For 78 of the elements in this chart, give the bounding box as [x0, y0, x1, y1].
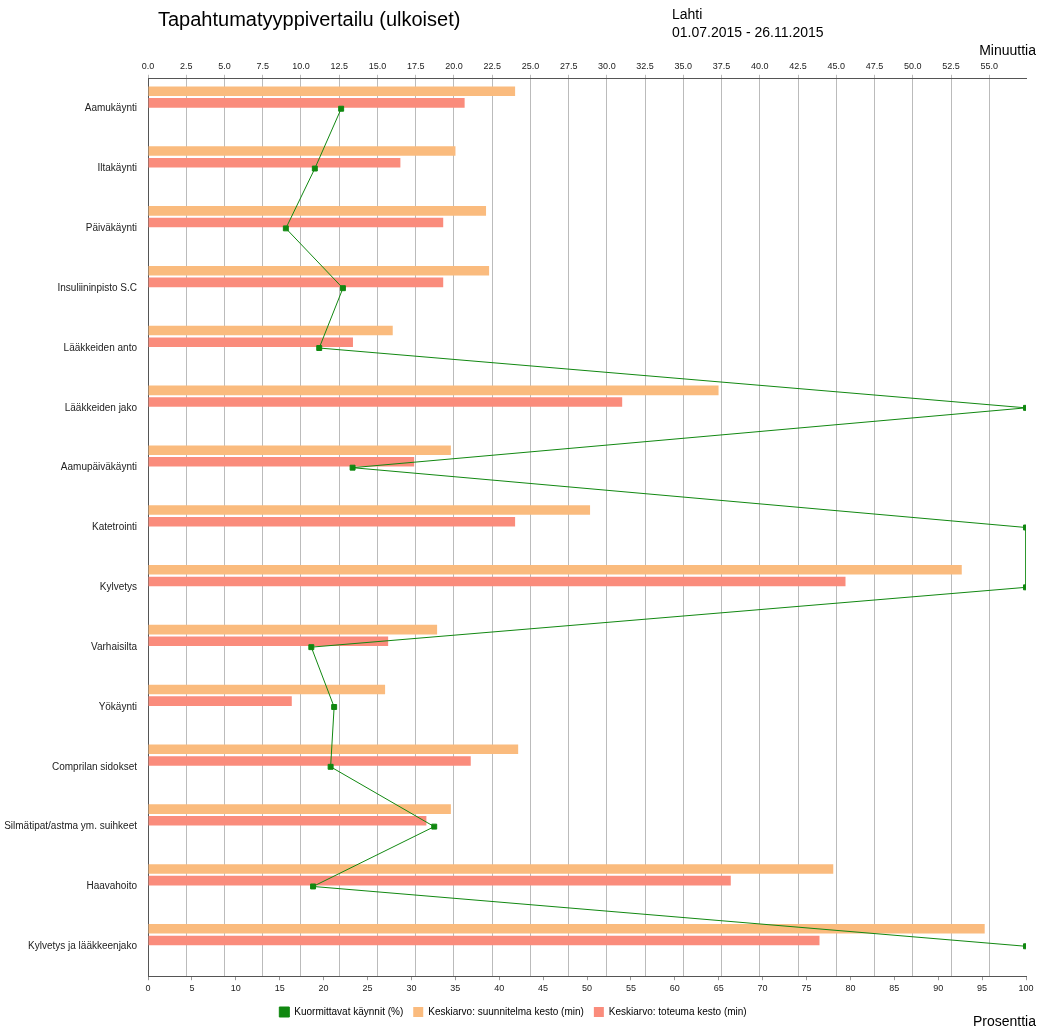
x-tick-label: 100	[1018, 983, 1034, 994]
y-tick-label: Lääkkeiden anto	[63, 341, 138, 353]
x-tick-label: 15	[274, 983, 285, 994]
x2-tick-label: 40.0	[751, 60, 769, 71]
x-tick-label: 35	[450, 983, 461, 994]
x2-tick-label: 10.0	[292, 60, 310, 71]
x2-tick-label: 50.0	[904, 60, 922, 71]
x2-tick-label: 17.5	[406, 60, 425, 71]
x2-tick-label: 15.0	[368, 60, 387, 71]
x2-tick-label: 52.5	[942, 60, 960, 71]
point	[311, 165, 318, 172]
x2-tick-label: 5.0	[218, 60, 231, 71]
point	[282, 225, 289, 232]
y-tick-label: Aamukäynti	[84, 102, 137, 114]
x-tick-label: 50	[581, 983, 593, 994]
x2-tick-label: 2.5	[179, 60, 193, 71]
x-tick-label: 55	[625, 983, 636, 994]
x2-tick-label: 35.0	[674, 60, 693, 71]
point	[431, 823, 438, 830]
x-axis-title: Prosenttia	[972, 1013, 1036, 1029]
y-tick-label: Kylvetys	[99, 581, 137, 593]
point	[331, 704, 338, 710]
point	[349, 464, 356, 471]
y-tick-label: Katetrointi	[91, 521, 137, 533]
y-tick-label: Comprilan sidokset	[51, 760, 138, 772]
y-tick-label: Silmätipat/astma ym. suihkeet	[4, 820, 138, 832]
point	[339, 285, 346, 292]
x2-axis-title: Minuuttia	[979, 42, 1036, 58]
y-tick-label: Insuliininpisto S.C	[57, 281, 137, 293]
x2-tick-label: 42.5	[789, 60, 807, 71]
text: 01.07.2015 - 26.11.2015	[672, 24, 824, 40]
x2-tick-label: 20.0	[445, 60, 463, 71]
point	[338, 105, 345, 112]
x-tick-label: 40	[494, 983, 505, 994]
y-tick-label: Lääkkeiden jako	[64, 401, 138, 413]
x2-tick-label: 30.0	[598, 60, 616, 71]
legend-label: Keskiarvo: toteuma kesto (min)	[608, 1005, 747, 1017]
x2-tick-label: 47.5	[865, 60, 884, 71]
x-tick-label: 45	[538, 983, 549, 994]
x-tick-label: 95	[977, 983, 988, 994]
x2-tick-label: 37.5	[712, 60, 731, 71]
x-tick-label: 80	[845, 983, 856, 994]
point	[308, 644, 315, 651]
legend-label: Kuormittavat käynnit (%)	[294, 1005, 404, 1017]
x-tick-label: 65	[713, 983, 724, 994]
x-tick-label: 5	[189, 983, 195, 994]
y-tick-label: Kylvetys ja lääkkeenjako	[28, 940, 138, 952]
x2-tick-label: 55.0	[980, 60, 999, 71]
x2-tick-label: 7.5	[256, 60, 269, 71]
y-tick-label: Varhaisilta	[91, 640, 138, 652]
x2-tick-label: 25.0	[521, 60, 540, 71]
x2-tick-label: 22.5	[483, 60, 501, 71]
x-tick-label: 75	[801, 983, 812, 994]
point	[327, 763, 334, 770]
x-tick-label: 25	[362, 983, 373, 994]
y-tick-label: Iltakäynti	[97, 162, 137, 174]
chart-subtitle: Lahti	[672, 6, 703, 22]
x2-tick-label: 12.5	[330, 60, 348, 71]
point	[310, 883, 317, 890]
x2-tick-label: 0.0	[141, 60, 155, 71]
x-tick-label: 10	[230, 983, 241, 994]
y-tick-label: Haavahoito	[86, 880, 138, 892]
x-tick-label: 60	[669, 983, 680, 994]
x2-tick-label: 45.0	[827, 60, 846, 71]
y-tick-label: Päiväkäynti	[85, 222, 137, 234]
x2-tick-label: 27.5	[559, 60, 578, 71]
x-tick-label: 30	[406, 983, 417, 994]
chart-title: Tapahtumatyyppivertailu (ulkoiset)	[158, 8, 461, 31]
x-tick-label: 20	[318, 983, 329, 994]
x-tick-label: 90	[933, 983, 944, 994]
x-tick-label: 0	[145, 983, 151, 994]
x-tick-label: 85	[889, 983, 900, 994]
y-tick-label: Aamupäiväkäynti	[60, 461, 137, 473]
y-tick-label: Yökäynti	[98, 700, 137, 712]
point	[316, 345, 323, 351]
x-tick-label: 70	[757, 983, 768, 994]
x2-tick-label: 32.5	[636, 60, 654, 71]
legend-label: Keskiarvo: suunnitelma kesto (min)	[428, 1005, 584, 1017]
